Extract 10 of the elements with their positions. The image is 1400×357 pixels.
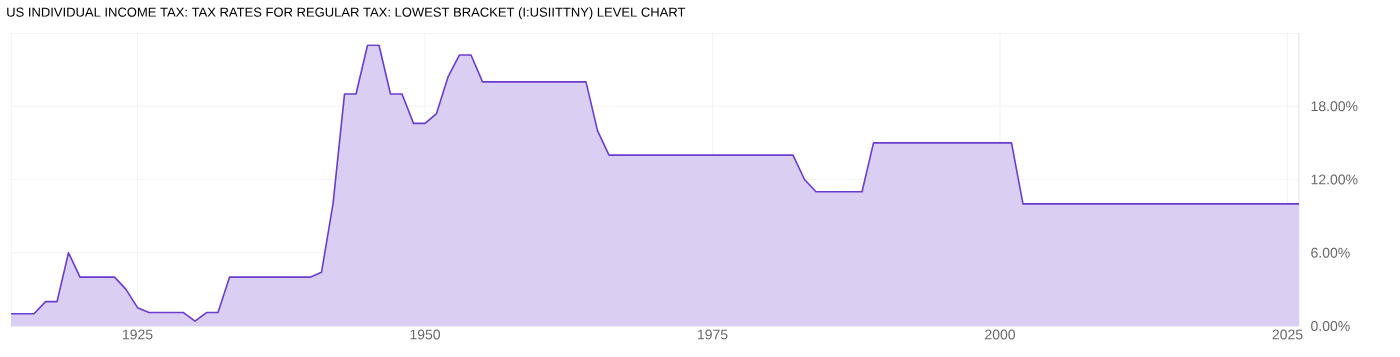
y-tick-label: 0.00% — [1311, 321, 1350, 331]
y-tick-label: 6.00% — [1311, 247, 1350, 258]
y-tick-label: 18.00% — [1311, 101, 1358, 112]
x-tick-label: 2000 — [985, 329, 1016, 340]
x-tick-label: 1925 — [123, 329, 153, 340]
x-tick-label: 1975 — [698, 329, 728, 340]
chart-title: US INDIVIDUAL INCOME TAX: TAX RATES FOR REGULAR TAX: LOWEST BRACKET (I:USIITTNY) LEVEL CHART — [7, 7, 686, 20]
y-tick-label: 12.00% — [1311, 174, 1358, 185]
x-tick-label: 1950 — [410, 329, 441, 340]
x-tick-label: 2025 — [1272, 329, 1303, 340]
